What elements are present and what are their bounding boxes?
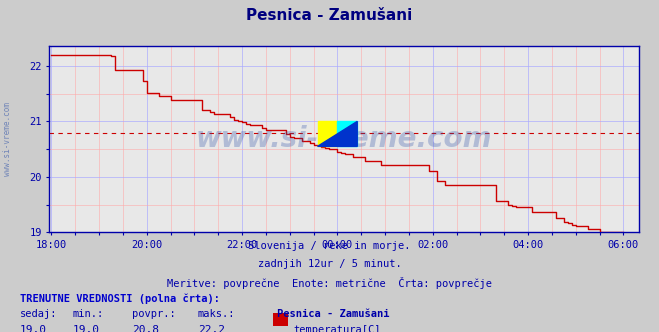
Text: temperatura[C]: temperatura[C] xyxy=(293,325,381,332)
Bar xyxy=(337,122,357,146)
Text: 19,0: 19,0 xyxy=(20,325,47,332)
Text: zadnjih 12ur / 5 minut.: zadnjih 12ur / 5 minut. xyxy=(258,259,401,269)
Text: TRENUTNE VREDNOSTI (polna črta):: TRENUTNE VREDNOSTI (polna črta): xyxy=(20,294,219,304)
Text: www.si-vreme.com: www.si-vreme.com xyxy=(3,103,13,176)
Text: min.:: min.: xyxy=(72,309,103,319)
Text: Pesnica - Zamušani: Pesnica - Zamušani xyxy=(277,309,389,319)
Text: www.si-vreme.com: www.si-vreme.com xyxy=(196,125,492,153)
Text: maks.:: maks.: xyxy=(198,309,235,319)
Bar xyxy=(318,122,337,146)
Text: sedaj:: sedaj: xyxy=(20,309,57,319)
Text: 19,0: 19,0 xyxy=(72,325,100,332)
Text: 22,2: 22,2 xyxy=(198,325,225,332)
Text: 20,8: 20,8 xyxy=(132,325,159,332)
Text: Meritve: povprečne  Enote: metrične  Črta: povprečje: Meritve: povprečne Enote: metrične Črta:… xyxy=(167,277,492,289)
Text: povpr.:: povpr.: xyxy=(132,309,175,319)
Text: Slovenija / reke in morje.: Slovenija / reke in morje. xyxy=(248,241,411,251)
Polygon shape xyxy=(318,122,357,146)
Text: Pesnica - Zamušani: Pesnica - Zamušani xyxy=(246,8,413,23)
